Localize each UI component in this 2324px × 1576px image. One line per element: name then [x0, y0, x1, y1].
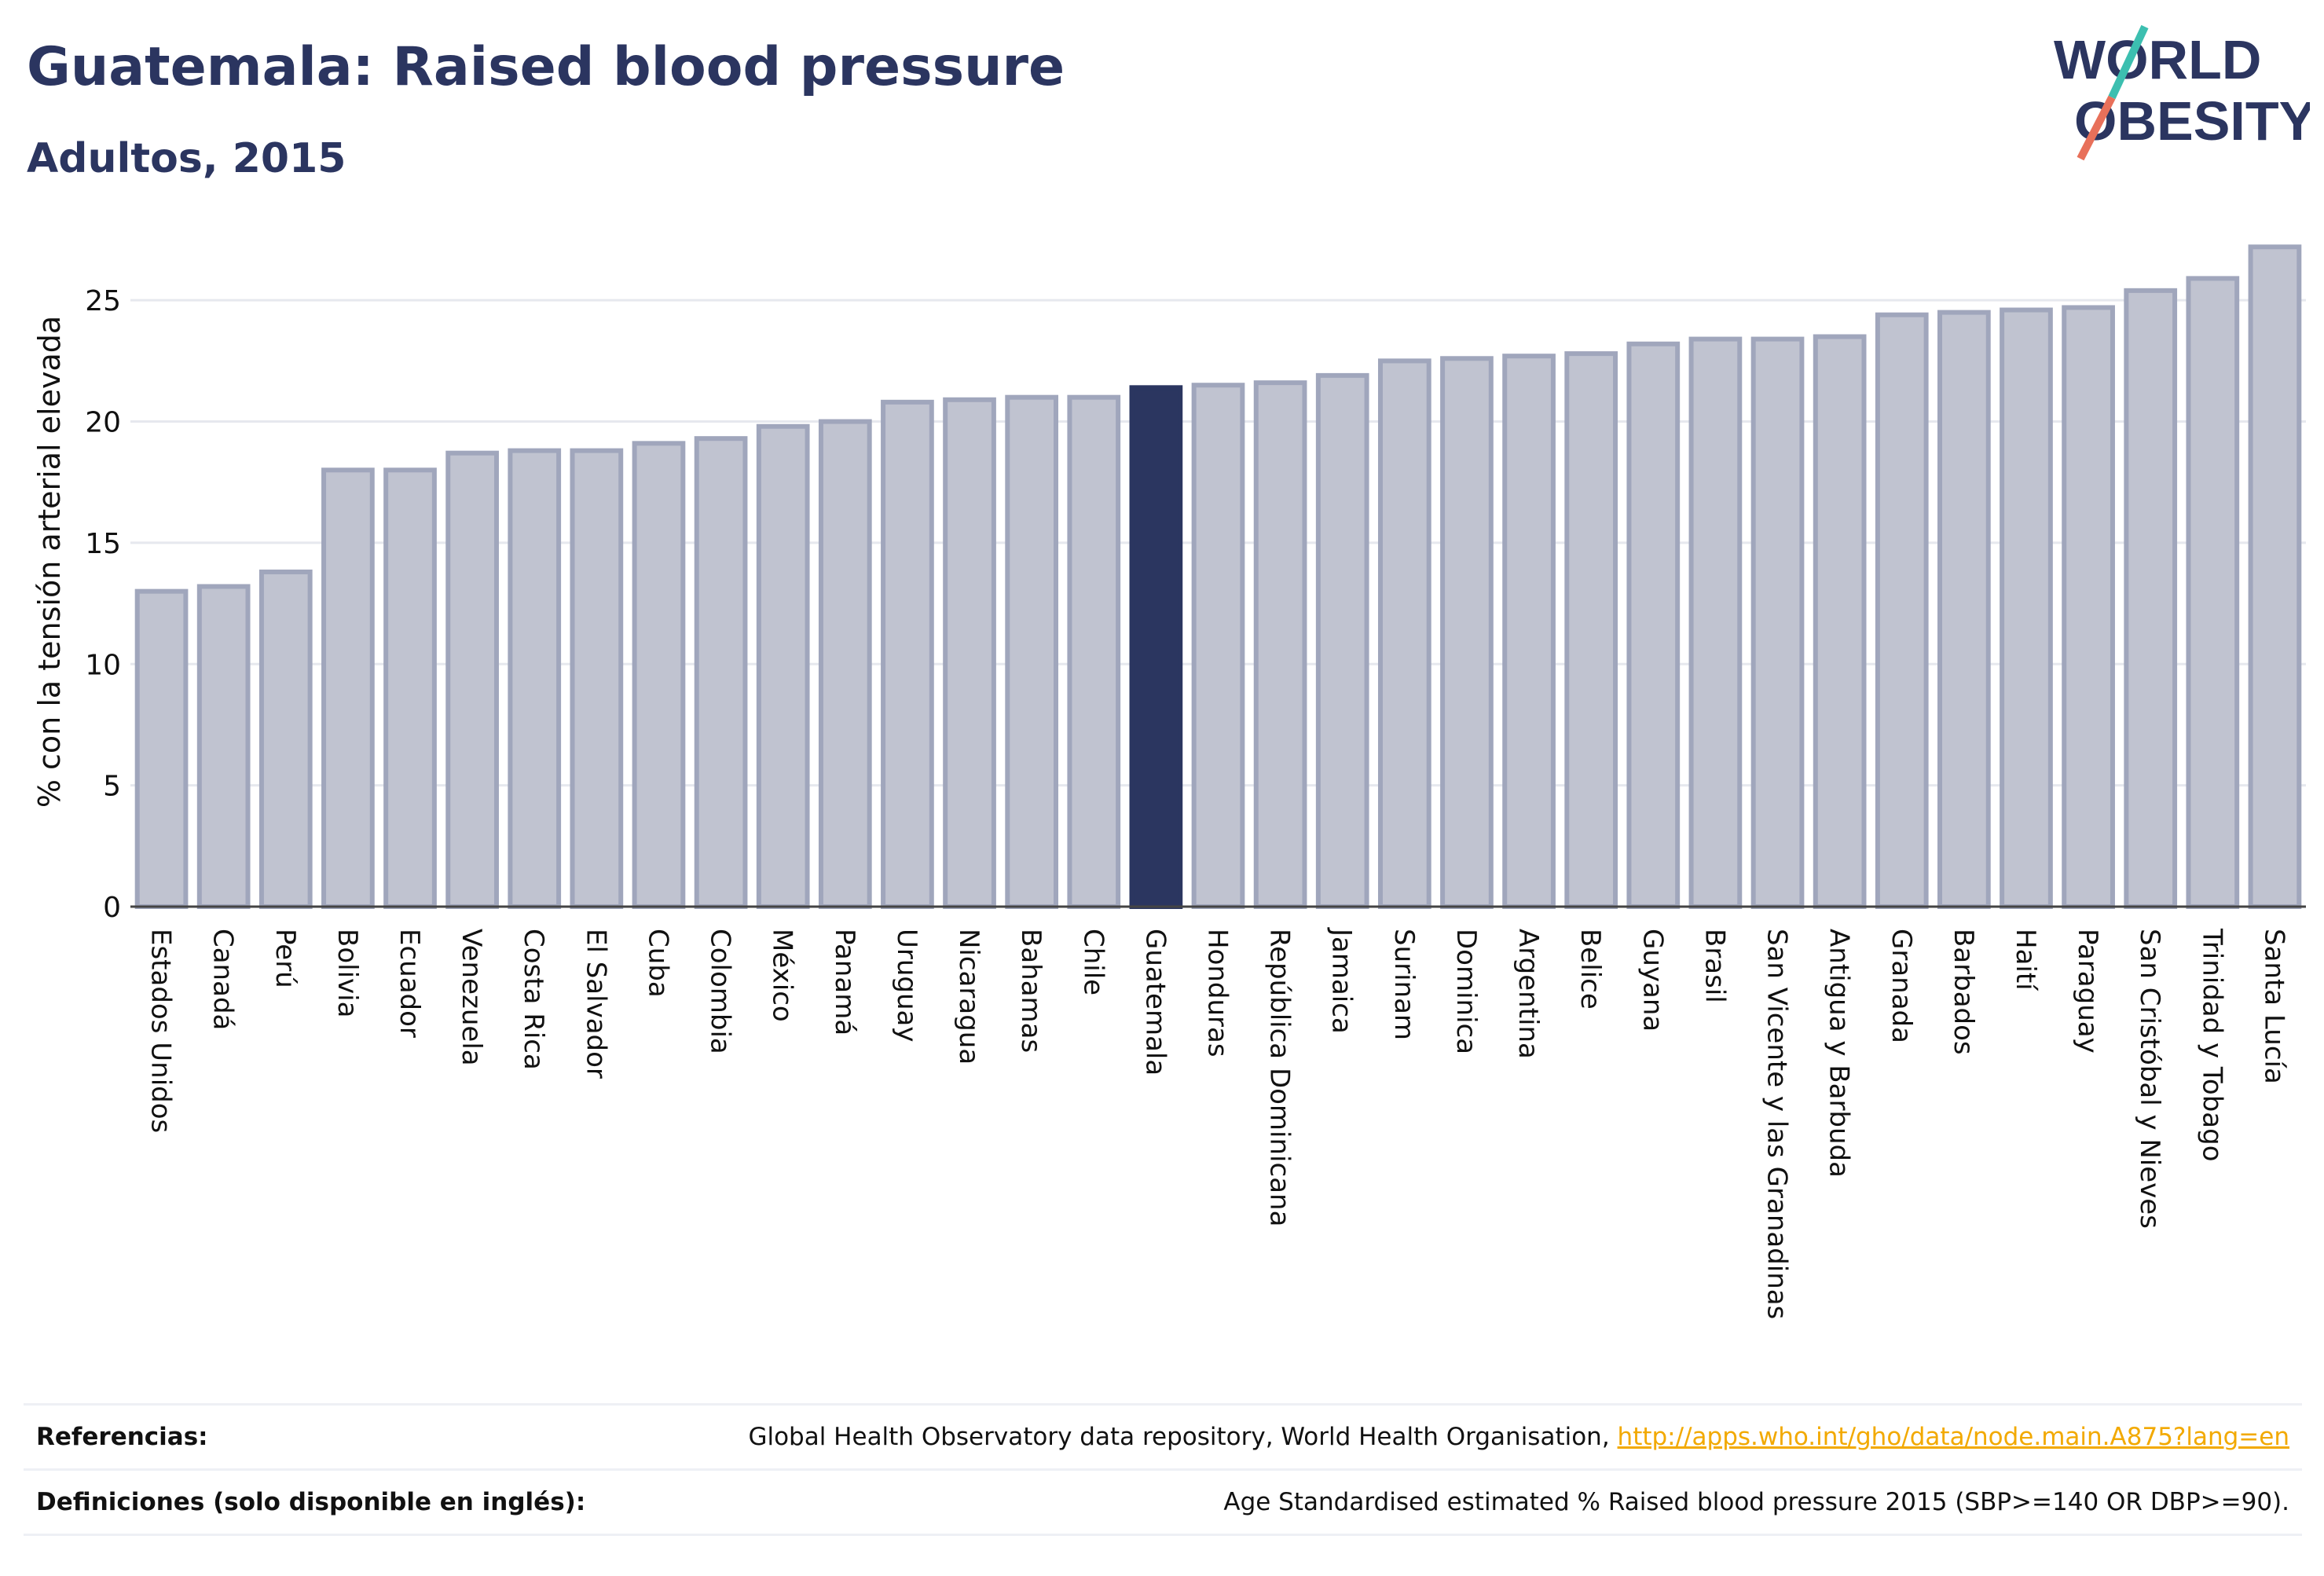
- x-tick-label: Belice: [1574, 929, 1606, 1010]
- x-tick-label: San Vicente y las Granadinas: [1761, 929, 1793, 1319]
- y-tick-label: 0: [103, 892, 121, 924]
- x-tick-label: Estados Unidos: [145, 929, 177, 1133]
- definitions-value: Age Standardised estimated % Raised bloo…: [1223, 1488, 2289, 1516]
- bar-3: [321, 467, 375, 909]
- bar-20: [1377, 358, 1431, 909]
- x-tick-label: Granada: [1886, 929, 1917, 1043]
- x-tick-label: Nicaragua: [953, 929, 984, 1065]
- x-tick-label: Argentina: [1512, 929, 1544, 1059]
- y-tick-label: 5: [103, 771, 121, 803]
- x-tick-label: Barbados: [1948, 929, 1979, 1055]
- x-tick-label: El Salvador: [580, 929, 611, 1079]
- y-tick-label: 20: [85, 407, 121, 439]
- bar-21: [1440, 356, 1494, 909]
- references-text: Global Health Observatory data repositor…: [748, 1423, 1618, 1451]
- world-obesity-logo: WORLD OBESITY: [2054, 24, 2310, 161]
- x-tick-label: Paraguay: [2072, 929, 2103, 1054]
- x-tick-label: México: [767, 929, 798, 1022]
- page-title: Guatemala: Raised blood pressure: [27, 36, 1065, 98]
- references-value: Global Health Observatory data repositor…: [748, 1423, 2302, 1451]
- x-tick-label: Venezuela: [456, 929, 487, 1066]
- bar-0: [134, 588, 189, 909]
- x-tick-label: Guatemala: [1139, 929, 1171, 1076]
- bar-34: [2248, 244, 2302, 909]
- page-subtitle: Adultos, 2015: [27, 135, 346, 182]
- x-tick-label: Uruguay: [891, 929, 922, 1043]
- x-tick-label: Jamaica: [1326, 927, 1358, 1034]
- x-tick-label: Surinam: [1388, 929, 1420, 1040]
- x-tick-label: Chile: [1077, 929, 1109, 995]
- bar-22: [1502, 354, 1556, 909]
- x-tick-label: Bahamas: [1015, 929, 1047, 1053]
- logo-slash-top: [2108, 24, 2149, 100]
- definitions-row: Definiciones (solo disponible en inglés)…: [24, 1468, 2302, 1536]
- x-tick-label: Haití: [2010, 929, 2041, 991]
- bar-33: [2186, 276, 2240, 909]
- references-link[interactable]: http://apps.who.int/gho/data/node.main.A…: [1617, 1423, 2289, 1451]
- bar-5: [445, 450, 499, 909]
- bar-31: [2062, 305, 2115, 909]
- bar-16: [1129, 385, 1183, 910]
- y-tick-labels: 0 5 10 15 20 25: [85, 285, 121, 924]
- bar-chart: 0 5 10 15 20 25 Estados Unidos Canadá Perú Boliv…: [32, 244, 2306, 1319]
- bar-25: [1688, 336, 1743, 909]
- footer: Referencias: Global Health Observatory d…: [24, 1403, 2302, 1536]
- bar-24: [1626, 341, 1681, 909]
- bar-18: [1253, 380, 1307, 909]
- x-tick-label: Cuba: [642, 929, 673, 998]
- bar-11: [818, 419, 872, 909]
- y-tick-label: 25: [85, 285, 121, 317]
- bar-8: [632, 441, 686, 909]
- x-tick-label: Colombia: [705, 929, 736, 1054]
- x-tick-label: República Dominicana: [1264, 929, 1296, 1226]
- x-tick-label: Bolivia: [332, 929, 363, 1017]
- bars: [130, 244, 2306, 910]
- bar-19: [1315, 372, 1369, 909]
- x-tick-label: Honduras: [1202, 929, 1233, 1057]
- bar-12: [881, 399, 934, 909]
- references-row: Referencias: Global Health Observatory d…: [24, 1403, 2302, 1468]
- x-tick-label: Ecuador: [394, 929, 425, 1038]
- bar-7: [570, 448, 624, 909]
- x-tick-label: Santa Lucía: [2258, 929, 2289, 1084]
- x-tick-label: Trinidad y Tobago: [2196, 928, 2227, 1162]
- x-tick-label: Costa Rica: [518, 929, 549, 1070]
- x-tick-label: Perú: [269, 929, 301, 988]
- y-tick-label: 15: [85, 528, 121, 560]
- x-tick-label: Panamá: [829, 929, 860, 1035]
- bar-10: [756, 423, 810, 909]
- bar-28: [1875, 312, 1929, 909]
- y-tick-label: 10: [85, 649, 121, 681]
- x-tick-label: Dominica: [1450, 929, 1482, 1054]
- bar-23: [1564, 351, 1618, 909]
- definitions-label: Definiciones (solo disponible en inglés)…: [36, 1488, 586, 1516]
- references-label: Referencias:: [36, 1423, 208, 1451]
- bar-26: [1750, 336, 1805, 909]
- logo-line1: WORLD: [2054, 29, 2261, 90]
- bar-15: [1067, 394, 1121, 909]
- bar-32: [2124, 288, 2178, 910]
- bar-4: [383, 467, 437, 909]
- logo-slash-bottom: [2077, 95, 2116, 161]
- bar-2: [258, 569, 313, 909]
- x-tick-labels: Estados Unidos Canadá Perú Bolivia Ecuador Ve…: [145, 927, 2290, 1319]
- x-tick-label: Canadá: [207, 929, 239, 1030]
- x-tick-label: Antigua y Barbuda: [1824, 929, 1855, 1178]
- y-axis-label: % con la tensión arterial elevada: [32, 316, 67, 808]
- bar-17: [1191, 383, 1245, 909]
- bar-13: [943, 397, 996, 909]
- bar-27: [1813, 334, 1867, 909]
- bar-29: [1937, 310, 1991, 910]
- x-tick-label: Brasil: [1699, 929, 1730, 1003]
- bar-6: [508, 448, 562, 909]
- bar-9: [694, 436, 748, 909]
- x-tick-label: San Cristóbal y Nieves: [2134, 929, 2165, 1229]
- bar-30: [2000, 307, 2053, 910]
- bar-14: [1005, 394, 1059, 909]
- bar-1: [196, 584, 251, 909]
- x-tick-label: Guyana: [1637, 929, 1668, 1032]
